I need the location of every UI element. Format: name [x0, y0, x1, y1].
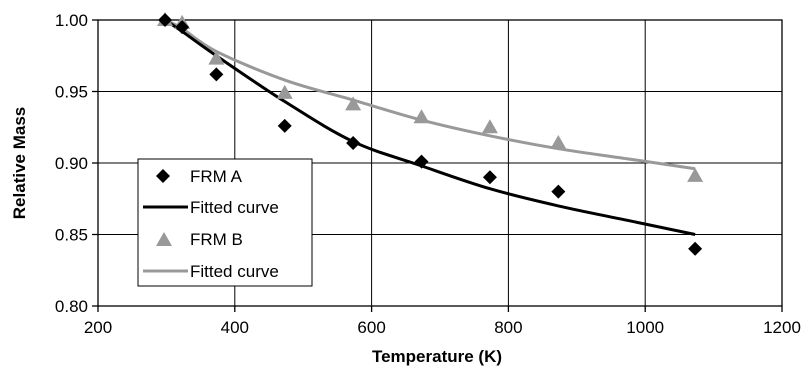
point-frm-a: [209, 67, 224, 82]
point-frm-b: [413, 109, 430, 124]
series-0: [158, 13, 703, 256]
point-frm-b: [687, 167, 704, 182]
y-axis: 0.80 0.85 0.90 0.95 1.00: [55, 11, 98, 316]
point-frm-b: [276, 84, 293, 99]
point-frm-a: [277, 118, 292, 133]
point-frm-b: [481, 119, 498, 134]
legend-label-fitted-a: Fitted curve: [190, 198, 279, 217]
legend-label-frm-a: FRM A: [190, 167, 243, 186]
point-frm-b: [345, 96, 362, 111]
legend-marker-frm-b: [156, 232, 172, 246]
point-frm-b: [550, 134, 567, 149]
point-frm-a: [175, 20, 190, 35]
x-tick-label: 800: [494, 318, 522, 337]
point-frm-a: [551, 184, 566, 199]
x-tick-label: 400: [221, 318, 249, 337]
legend-frame: [137, 158, 313, 287]
point-frm-a: [482, 170, 497, 185]
point-frm-a: [158, 13, 173, 27]
point-frm-b: [208, 50, 225, 65]
x-tick-label: 200: [84, 318, 112, 337]
y-tick-label: 0.90: [55, 154, 88, 173]
series-1: [164, 18, 696, 236]
fitted-curve-line: [164, 18, 696, 236]
fitted-curve-line: [164, 18, 696, 171]
x-tick-label: 1200: [763, 318, 801, 337]
x-axis: 200 400 600 800 1000 1200: [84, 306, 801, 337]
y-tick-label: 0.85: [55, 226, 88, 245]
y-axis-label: Relative Mass: [10, 107, 29, 219]
legend-label-fitted-b: Fitted curve: [190, 262, 279, 281]
x-axis-label: Temperature (K): [372, 347, 502, 366]
series-3: [164, 18, 696, 171]
point-frm-a: [346, 135, 361, 150]
x-tick-label: 1000: [626, 318, 664, 337]
y-tick-label: 0.95: [55, 83, 88, 102]
series-layer: [157, 12, 704, 256]
y-tick-label: 1.00: [55, 11, 88, 30]
x-tick-label: 600: [357, 318, 385, 337]
legend-label-frm-b: FRM B: [190, 230, 243, 249]
point-frm-a: [414, 154, 429, 169]
y-tick-label: 0.80: [55, 297, 88, 316]
legend-marker-frm-a: [156, 169, 170, 183]
series-2: [157, 12, 704, 182]
point-frm-a: [688, 241, 703, 256]
legend: FRM A Fitted curve FRM B Fitted curve: [137, 158, 313, 287]
